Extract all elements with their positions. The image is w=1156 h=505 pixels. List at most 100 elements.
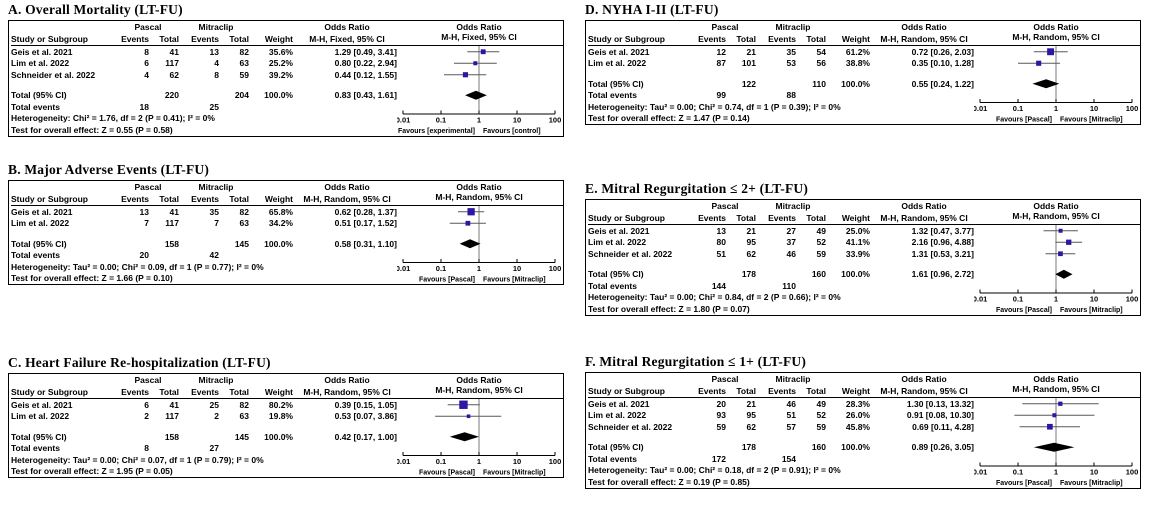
mitraclip-events: 51 xyxy=(786,410,796,420)
total-column-header: Total xyxy=(806,385,826,396)
panel-title: F. Mitral Regurgitation ≤ 1+ (LT-FU) xyxy=(585,354,807,369)
header-divider xyxy=(588,397,1140,398)
total-row: Total (95% CI) 158 145 100.0% 0.58 [0.31, 1.… xyxy=(11,238,563,250)
or-marker xyxy=(466,414,471,419)
total-odds-ratio: 0.89 [0.26, 3.05] xyxy=(911,442,974,452)
study-name: Schneider et al. 2022 xyxy=(11,69,96,80)
favours-left-label: Favours [Pascal] xyxy=(419,470,475,477)
or-marker xyxy=(1036,60,1042,66)
pascal-events: 59 xyxy=(716,421,726,432)
pascal-events: 20 xyxy=(716,398,726,409)
mitraclip-grand-total: 145 xyxy=(234,431,249,442)
panel-box: Pascal Mitraclip Odds Ratio Study or Subgro… xyxy=(8,373,564,478)
plot-model-label: M-H, Random, 95% CI xyxy=(435,385,522,395)
pascal-events: 4 xyxy=(144,69,149,80)
or-marker xyxy=(480,49,486,55)
odds-ratio-value: 0.51 [0.17, 1.52] xyxy=(334,218,397,228)
weight-value: 25.2% xyxy=(268,58,293,68)
panel-mr-le-2plus: E. Mitral Regurgitation ≤ 2+ (LT-FU) Pas… xyxy=(585,181,1143,316)
study-name: Lim et al. 2022 xyxy=(588,58,647,68)
mitraclip-events: 57 xyxy=(786,421,796,432)
mitraclip-total: 59 xyxy=(239,69,249,80)
mitraclip-total-events: 27 xyxy=(209,443,219,453)
study-row: Geis et al. 2021 13 41 35 82 65.8% 0.62 [0.28,… xyxy=(11,206,563,218)
study-row: Schneider et al. 2022 59 62 57 59 45.8% 0.69 [… xyxy=(588,421,1140,433)
overall-effect-text: Test for overall effect: Z = 1.66 (P = 0… xyxy=(11,273,173,283)
pascal-grand-total: 122 xyxy=(741,78,756,89)
total-column-header: Total xyxy=(159,33,179,44)
mitraclip-total: 82 xyxy=(239,206,249,217)
study-row: Lim et al. 2022 87 101 53 56 38.8% 0.35 [0.10,… xyxy=(588,58,1140,70)
pascal-events: 8 xyxy=(144,46,149,57)
plot-model-label: M-H, Random, 95% CI xyxy=(435,192,522,202)
or-marker xyxy=(1058,401,1063,406)
total-label: Total (95% CI) xyxy=(588,269,644,279)
pascal-total-events: 172 xyxy=(711,453,726,464)
column-header-row-1: Pascal Mitraclip Odds Ratio xyxy=(11,21,563,33)
axis-tick-label: 100 xyxy=(549,116,561,125)
heterogeneity-text: Heterogeneity: Tau² = 0.00; Chi² = 0.07,… xyxy=(11,454,264,465)
total-column-header: Total xyxy=(806,212,826,223)
study-column-header: Study or Subgroup xyxy=(588,385,665,396)
header-divider xyxy=(588,224,1140,225)
weight-column-header: Weight xyxy=(841,212,870,223)
pascal-total: 95 xyxy=(746,237,756,247)
odds-ratio-header: Odds Ratio xyxy=(324,374,370,385)
axis-tick-label: 1 xyxy=(477,457,481,466)
study-name: Geis et al. 2021 xyxy=(11,46,73,57)
column-header-row-1: Pascal Mitraclip Odds Ratio xyxy=(11,181,563,193)
mitraclip-total: 63 xyxy=(239,411,249,421)
panel-overall-mortality: A. Overall Mortality (LT-FU) Pascal Mitra… xyxy=(8,2,566,137)
pascal-total: 95 xyxy=(746,410,756,420)
axis-tick-label: 10 xyxy=(1090,295,1098,304)
favours-left-label: Favours [experimental] xyxy=(398,128,475,135)
pascal-events: 12 xyxy=(716,46,726,57)
axis-tick-label: 0.01 xyxy=(974,104,987,113)
odds-ratio-header: Odds Ratio xyxy=(324,21,370,32)
column-header-row-2: Study or Subgroup Events Total Events Total W… xyxy=(11,193,563,205)
events-column-header: Events xyxy=(121,386,149,397)
panel-major-adverse-events: B. Major Adverse Events (LT-FU) Pascal Mi… xyxy=(8,162,566,285)
mitraclip-events: 4 xyxy=(214,58,219,68)
pascal-grand-total: 178 xyxy=(741,442,756,452)
overall-effect-row: Test for overall effect: Z = 1.80 (P = 0… xyxy=(588,303,1140,315)
study-row: Geis et al. 2021 13 21 27 49 25.0% 1.32 [0.47,… xyxy=(588,225,1140,237)
plot-model-label: M-H, Random, 95% CI xyxy=(1012,32,1099,42)
weight-column-header: Weight xyxy=(264,386,293,397)
study-name: Lim et al. 2022 xyxy=(588,410,647,420)
group-header-mitraclip: Mitraclip xyxy=(198,21,234,32)
overall-effect-text: Test for overall effect: Z = 1.80 (P = 0… xyxy=(588,303,750,314)
mitraclip-events: 35 xyxy=(786,46,796,57)
total-events-row: Total events 99 88 xyxy=(588,90,1140,102)
total-events-label: Total events xyxy=(11,101,60,112)
favours-right-label: Favours [control] xyxy=(483,128,541,135)
total-weight: 100.0% xyxy=(841,78,870,89)
mitraclip-events: 13 xyxy=(209,46,219,57)
weight-value: 25.0% xyxy=(845,225,870,236)
or-marker xyxy=(473,61,478,66)
favours-right-label: Favours [Mitraclip] xyxy=(1060,307,1123,314)
events-column-header: Events xyxy=(698,212,726,223)
header-divider xyxy=(11,398,563,399)
heterogeneity-text: Heterogeneity: Tau² = 0.00; Chi² = 0.74,… xyxy=(588,101,841,112)
model-column-header: M-H, Random, 95% CI xyxy=(303,386,391,397)
total-events-row: Total events 8 27 xyxy=(11,443,563,455)
study-column-header: Study or Subgroup xyxy=(11,193,88,204)
heterogeneity-row: Heterogeneity: Tau² = 0.00; Chi² = 0.74,… xyxy=(588,101,1140,113)
total-label: Total (95% CI) xyxy=(11,90,67,100)
overall-effect-row: Test for overall effect: Z = 0.55 (P = 0… xyxy=(11,124,563,136)
heterogeneity-row: Heterogeneity: Tau² = 0.00; Chi² = 0.18,… xyxy=(588,465,1140,477)
or-marker xyxy=(1047,48,1055,56)
weight-value: 45.8% xyxy=(845,421,870,432)
panel-box: Pascal Mitraclip Odds Ratio Study or Subgro… xyxy=(8,180,564,285)
pascal-events: 6 xyxy=(144,58,149,68)
group-header-pascal: Pascal xyxy=(134,374,162,385)
summary-diamond xyxy=(459,239,481,249)
pascal-grand-total: 178 xyxy=(741,269,756,279)
odds-ratio-header: Odds Ratio xyxy=(901,373,947,384)
axis-tick-label: 100 xyxy=(1126,295,1138,304)
weight-column-header: Weight xyxy=(264,193,293,204)
mitraclip-total: 82 xyxy=(239,46,249,57)
overall-effect-text: Test for overall effect: Z = 1.47 (P = 0… xyxy=(588,113,750,123)
